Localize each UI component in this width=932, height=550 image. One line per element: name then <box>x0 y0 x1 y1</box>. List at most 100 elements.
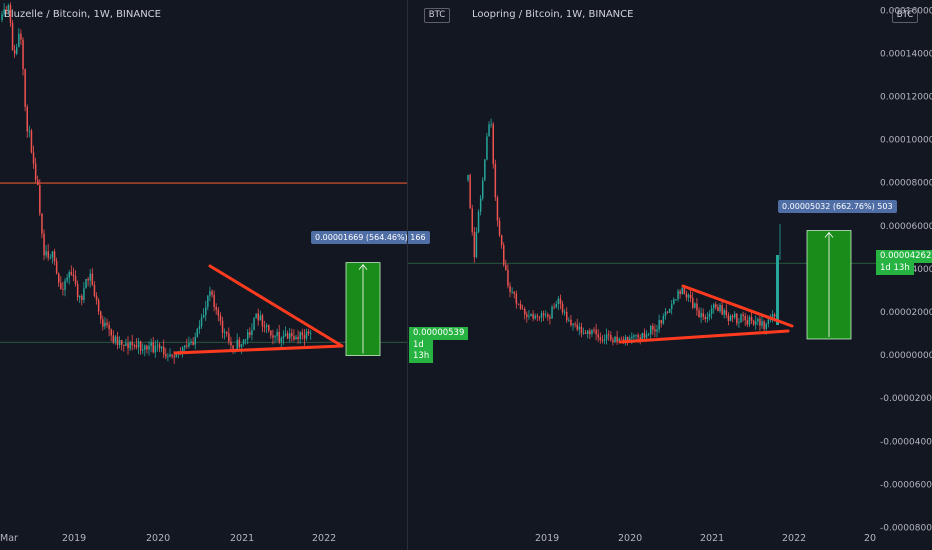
left-candle-48 <box>102 319 104 327</box>
left-candle-137 <box>289 333 291 339</box>
right-candle-29 <box>528 315 530 317</box>
right-candle-114 <box>706 316 709 320</box>
left-candle-129 <box>272 335 274 338</box>
left-candle-26 <box>55 261 58 274</box>
right-candle-139 <box>759 319 761 326</box>
left-candle-0 <box>1 14 3 20</box>
right-candle-105 <box>687 294 690 298</box>
left-candle-125 <box>263 326 266 328</box>
left-chart-panel[interactable]: Bluzelle / Bitcoin, 1W, BINANCE 0.000065… <box>0 0 469 550</box>
panel-divider[interactable] <box>407 0 408 550</box>
left-candle-72 <box>152 342 154 353</box>
left-candle-139 <box>293 336 295 340</box>
left-candle-118 <box>249 332 251 335</box>
left-candle-101 <box>213 294 215 307</box>
right-candle-93 <box>662 316 665 324</box>
right-chart-canvas[interactable]: 0.00016000 0.00014000 0.00012000 0.00010000… <box>408 0 932 550</box>
right-candle-23 <box>515 293 518 304</box>
left-candle-54 <box>114 336 117 343</box>
right-candle-102 <box>681 288 683 294</box>
left-candle-59 <box>125 343 127 346</box>
right-candle-37 <box>545 314 547 316</box>
left-candle-127 <box>268 325 270 331</box>
left-candle-122 <box>257 313 259 321</box>
left-candle-39 <box>83 288 85 300</box>
right-chart-panel[interactable]: Loopring / Bitcoin, 1W, BINANCE 0.000160… <box>408 0 932 550</box>
right-candle-12 <box>492 124 494 164</box>
left-price-tag: 0.00000539 <box>409 327 469 340</box>
left-candle-77 <box>163 346 165 355</box>
right-candle-123 <box>725 310 728 316</box>
left-chart-canvas[interactable]: 0.000065000.000060000.000055000.00005000… <box>0 0 407 550</box>
left-candle-94 <box>198 326 201 329</box>
right-candle-50 <box>572 323 574 326</box>
left-candle-144 <box>303 335 306 339</box>
right-candle-142 <box>765 323 767 329</box>
right-support-trendline <box>618 329 790 344</box>
right-unit-badge[interactable]: BTC <box>892 8 918 23</box>
left-candle-91 <box>192 341 194 345</box>
right-candle-19 <box>507 269 509 286</box>
left-candle-25 <box>53 251 56 262</box>
left-candle-92 <box>194 336 196 345</box>
right-candle-89 <box>654 329 656 332</box>
right-candle-21 <box>511 291 513 293</box>
right-candle-30 <box>530 313 532 316</box>
left-candle-44 <box>93 284 96 296</box>
left-candle-119 <box>251 330 253 335</box>
left-candle-102 <box>215 307 217 310</box>
right-candle-121 <box>721 305 723 315</box>
right-candle-58 <box>589 330 591 335</box>
right-candle-5 <box>477 211 480 233</box>
left-candle-113 <box>238 339 241 348</box>
right-candle-101 <box>679 290 681 294</box>
right-candle-39 <box>549 316 551 319</box>
left-candle-128 <box>270 330 272 336</box>
left-candle-114 <box>240 344 243 348</box>
left-candle-2 <box>5 9 7 11</box>
right-candle-99 <box>675 299 677 300</box>
right-candle-138 <box>757 319 759 322</box>
left-candle-120 <box>253 318 255 331</box>
left-chart-title: Bluzelle / Bitcoin, 1W, BINANCE <box>4 9 161 20</box>
right-candle-0 <box>467 175 469 180</box>
right-candle-83 <box>641 332 644 342</box>
left-candle-3 <box>7 5 10 10</box>
left-candle-95 <box>200 317 203 327</box>
right-candle-120 <box>719 305 721 312</box>
left-candle-146 <box>307 331 310 334</box>
right-candle-79 <box>633 335 635 337</box>
right-candle-16 <box>500 235 503 246</box>
left-candle-57 <box>121 340 123 345</box>
left-candle-70 <box>148 346 150 350</box>
left-candle-28 <box>60 282 62 289</box>
right-candle-145 <box>771 314 774 319</box>
right-candle-146 <box>773 314 776 317</box>
left-candle-33 <box>70 272 73 275</box>
right-candle-71 <box>616 336 618 343</box>
left-candle-75 <box>158 344 161 349</box>
left-candle-123 <box>259 315 262 321</box>
right-candle-54 <box>580 326 583 334</box>
right-candle-59 <box>591 329 593 334</box>
right-candle-104 <box>685 294 688 298</box>
right-candle-10 <box>488 124 490 137</box>
right-candle-1 <box>469 175 471 209</box>
left-candle-42 <box>89 273 91 281</box>
right-candle-66 <box>605 334 608 340</box>
left-candle-74 <box>156 344 159 346</box>
left-candle-121 <box>255 313 257 319</box>
right-y-tick-0: 0.00016000 <box>880 6 932 16</box>
left-candle-124 <box>261 315 264 327</box>
left-candle-4 <box>9 5 12 23</box>
left-candle-97 <box>205 307 207 316</box>
left-candle-8 <box>18 33 20 48</box>
left-candle-89 <box>188 343 190 347</box>
right-candle-42 <box>555 304 557 308</box>
left-unit-badge[interactable]: BTC <box>424 8 450 23</box>
left-resistance-trendline <box>208 264 344 348</box>
right-measure-arrowhead <box>824 231 834 238</box>
right-x-tick-0: 2019 <box>535 533 559 544</box>
left-candle-52 <box>110 329 112 336</box>
left-candle-5 <box>11 22 14 51</box>
